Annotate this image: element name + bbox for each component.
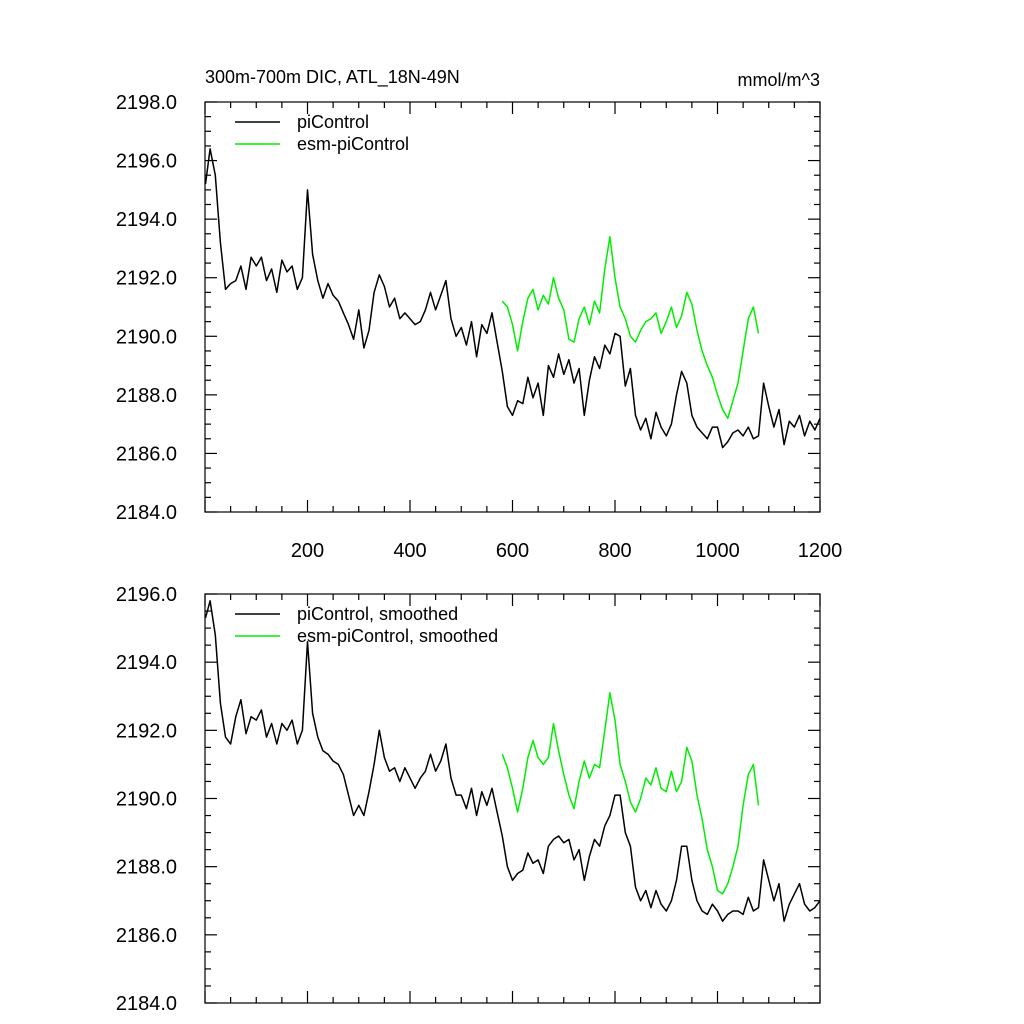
top-legend-label: piControl: [297, 112, 369, 132]
top-x-tick-label: 800: [598, 540, 631, 562]
bottom-y-tick-label: 2196.0: [116, 584, 177, 606]
bottom-series-line-esm-picontrol: [501, 692, 760, 895]
top-y-tick-label: 2184.0: [116, 502, 177, 524]
top-panel: 300m-700m DIC, ATL_18N-49N mmol/m^3 200 4…: [116, 67, 842, 562]
top-x-tick-label: 400: [393, 540, 426, 562]
top-x-tick-label: 1000: [695, 540, 740, 562]
bottom-panel: 2184.0 2186.0 2188.0 2190.0 2192.0 2194.0 2196…: [116, 584, 821, 1015]
top-panel-plot: 200 400 600 800 1000 1200 2184.0 2186.0 2188.0 21…: [116, 92, 842, 562]
bottom-y-tick-label: 2188.0: [116, 857, 177, 879]
top-plot-frame: [204, 101, 821, 513]
bottom-panel-plot: 2184.0 2186.0 2188.0 2190.0 2192.0 2194.0 2196…: [116, 584, 821, 1015]
top-x-tick-label: 1200: [798, 540, 843, 562]
top-y-tick-label: 2188.0: [116, 385, 177, 407]
top-series-line-esm-picontrol: [501, 235, 760, 420]
bottom-y-tick-label: 2190.0: [116, 789, 177, 811]
top-series-line-picontrol: [204, 148, 821, 449]
top-y-tick-label: 2194.0: [116, 209, 177, 231]
top-y-tick-label: 2192.0: [116, 268, 177, 290]
top-y-tick-label: 2186.0: [116, 443, 177, 465]
bottom-legend-label: esm-piControl, smoothed: [297, 626, 498, 646]
top-x-tick-label: 200: [291, 540, 324, 562]
bottom-y-tick-label: 2192.0: [116, 720, 177, 742]
bottom-y-tick-label: 2186.0: [116, 925, 177, 947]
top-y-tick-label: 2196.0: [116, 151, 177, 173]
bottom-plot-frame: [204, 593, 821, 1004]
bottom-series-line-picontrol: [204, 600, 821, 922]
bottom-y-tick-label: 2184.0: [116, 993, 177, 1015]
top-y-tick-label: 2198.0: [116, 92, 177, 114]
bottom-legend-label: piControl, smoothed: [297, 604, 458, 624]
top-y-tick-label: 2190.0: [116, 326, 177, 348]
units-label: mmol/m^3: [738, 70, 820, 90]
top-legend-label: esm-piControl: [297, 134, 409, 154]
chart-title: 300m-700m DIC, ATL_18N-49N: [205, 67, 460, 88]
bottom-y-tick-label: 2194.0: [116, 652, 177, 674]
top-x-tick-label: 600: [496, 540, 529, 562]
